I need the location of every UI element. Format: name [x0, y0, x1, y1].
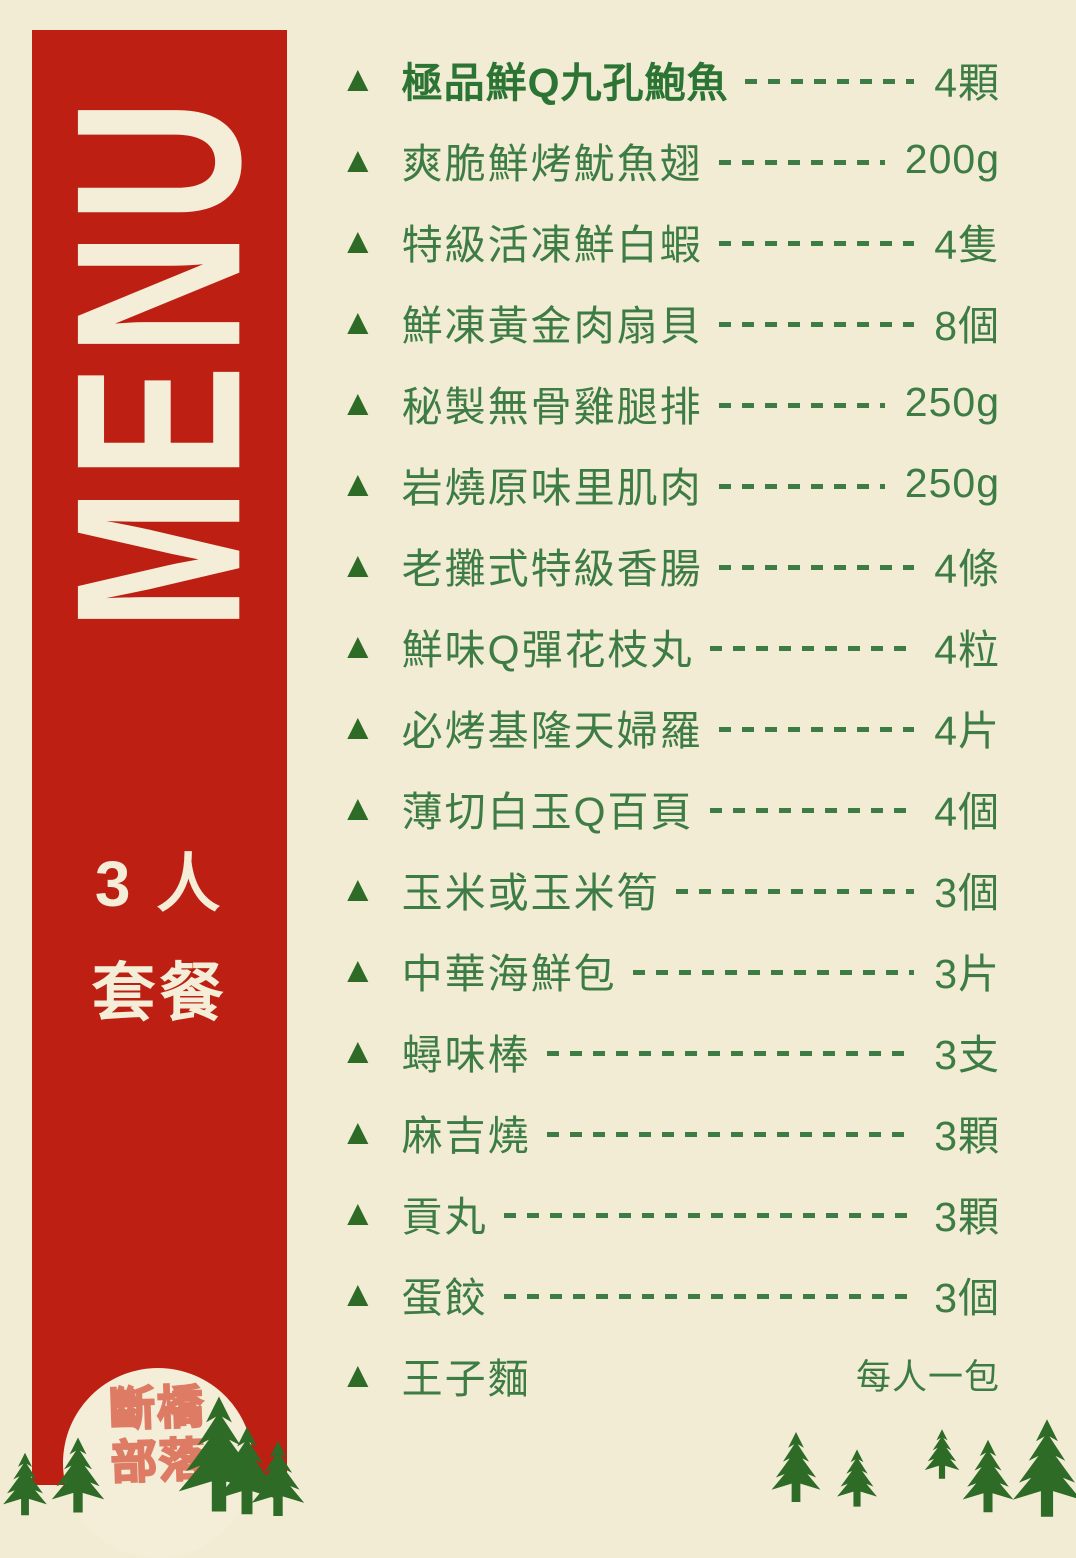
dashed-leader [675, 889, 915, 894]
item-name: 中華海鮮包 [401, 950, 617, 997]
triangle-bullet-icon: ▲ [340, 1029, 376, 1071]
menu-item-row: ▲ 鮮味Q彈花枝丸 4粒 [340, 605, 1000, 686]
triangle-bullet-icon: ▲ [340, 219, 376, 261]
triangle-bullet-icon: ▲ [340, 543, 376, 585]
menu-item-row: ▲ 岩燒原味里肌肉 250g [340, 443, 1000, 524]
dashed-leader [503, 1213, 915, 1218]
triangle-bullet-icon: ▲ [340, 1353, 376, 1395]
menu-item-row: ▲ 麻吉燒 3顆 [340, 1091, 1000, 1172]
menu-item-row: ▲ 極品鮮Q九孔鮑魚 4顆 [340, 38, 1000, 119]
menu-item-row: ▲ 蟳味棒 3支 [340, 1010, 1000, 1091]
set-size-line2: 套餐 [91, 956, 228, 1029]
item-name: 特級活凍鮮白蝦 [401, 221, 703, 268]
item-quantity: 4條 [934, 545, 1000, 592]
triangle-bullet-icon: ▲ [340, 1110, 376, 1152]
item-quantity: 3個 [934, 869, 1000, 916]
pine-tree-icon [768, 1428, 824, 1506]
menu-item-row: ▲ 秘製無骨雞腿排 250g [340, 362, 1000, 443]
dashed-leader [709, 646, 915, 651]
set-size-label: 3 人 套餐 [32, 830, 287, 1048]
item-name: 爽脆鮮烤魷魚翅 [401, 140, 703, 187]
menu-item-row: ▲ 貢丸 3顆 [340, 1172, 1000, 1253]
triangle-bullet-icon: ▲ [340, 705, 376, 747]
item-name: 極品鮮Q九孔鮑魚 [401, 59, 729, 106]
dashed-leader [632, 970, 915, 975]
dashed-leader [546, 1051, 915, 1056]
menu-item-row: ▲ 薄切白玉Q百頁 4個 [340, 767, 1000, 848]
item-name: 岩燒原味里肌肉 [401, 464, 703, 511]
item-name: 玉米或玉米筍 [401, 869, 660, 916]
dashed-leader [718, 160, 885, 165]
item-quantity: 200g [904, 136, 1000, 182]
red-banner: MENU 3 人 套餐 [28, 30, 291, 1485]
dashed-leader [503, 1294, 915, 1299]
pine-tree-icon [1008, 1416, 1076, 1520]
dashed-leader [718, 565, 915, 570]
pine-tree-icon [48, 1432, 108, 1518]
item-name: 薄切白玉Q百頁 [401, 788, 694, 835]
menu-item-row: ▲ 玉米或玉米筍 3個 [340, 848, 1000, 929]
menu-item-row: ▲ 蛋餃 3個 [340, 1253, 1000, 1334]
item-quantity: 4隻 [934, 221, 1000, 268]
item-quantity: 250g [904, 379, 1000, 425]
triangle-bullet-icon: ▲ [340, 300, 376, 342]
item-quantity: 4粒 [934, 626, 1000, 673]
set-size-line1: 3 人 [94, 848, 225, 920]
pine-tree-icon [0, 1448, 50, 1520]
item-name: 秘製無骨雞腿排 [401, 383, 703, 430]
menu-item-row: ▲ 中華海鮮包 3片 [340, 929, 1000, 1010]
triangle-bullet-icon: ▲ [340, 867, 376, 909]
item-quantity: 每人一包 [855, 1358, 1000, 1397]
dashed-leader [547, 1375, 836, 1380]
dashed-leader [744, 79, 915, 84]
item-name: 老攤式特級香腸 [401, 545, 703, 592]
dashed-leader [718, 727, 915, 732]
triangle-bullet-icon: ▲ [340, 381, 376, 423]
dashed-leader [718, 322, 915, 327]
item-name: 貢丸 [401, 1193, 488, 1240]
item-quantity: 3顆 [934, 1193, 1000, 1240]
triangle-bullet-icon: ▲ [340, 624, 376, 666]
pine-tree-icon [248, 1437, 308, 1520]
menu-title-wrap: MENU [28, 50, 291, 670]
triangle-bullet-icon: ▲ [340, 57, 376, 99]
triangle-bullet-icon: ▲ [340, 1272, 376, 1314]
dashed-leader [709, 808, 915, 813]
item-quantity: 3顆 [934, 1112, 1000, 1159]
menu-item-row: ▲ 爽脆鮮烤魷魚翅 200g [340, 119, 1000, 200]
menu-item-row: ▲ 鮮凍黃金肉扇貝 8個 [340, 281, 1000, 362]
pine-tree-icon [828, 1448, 886, 1508]
triangle-bullet-icon: ▲ [340, 948, 376, 990]
triangle-bullet-icon: ▲ [340, 786, 376, 828]
menu-items-list: ▲ 極品鮮Q九孔鮑魚 4顆 ▲ 爽脆鮮烤魷魚翅 200g ▲ 特級活凍鮮白蝦 4… [340, 38, 1000, 1415]
triangle-bullet-icon: ▲ [340, 138, 376, 180]
item-quantity: 3支 [934, 1031, 1000, 1078]
dashed-leader [718, 484, 885, 489]
menu-item-row: ▲ 王子麵 每人一包 [340, 1334, 1000, 1415]
item-name: 麻吉燒 [401, 1112, 531, 1159]
item-name: 蟳味棒 [401, 1031, 531, 1078]
menu-item-row: ▲ 必烤基隆天婦羅 4片 [340, 686, 1000, 767]
item-quantity: 3片 [934, 950, 1000, 997]
item-name: 蛋餃 [401, 1274, 488, 1321]
triangle-bullet-icon: ▲ [340, 1191, 376, 1233]
item-quantity: 250g [904, 460, 1000, 506]
menu-title: MENU [28, 89, 291, 631]
item-quantity: 8個 [934, 302, 1000, 349]
dashed-leader [718, 241, 915, 246]
item-name: 王子麵 [401, 1355, 531, 1402]
item-quantity: 4個 [934, 788, 1000, 835]
item-quantity: 3個 [934, 1274, 1000, 1321]
item-quantity: 4片 [934, 707, 1000, 754]
item-quantity: 4顆 [934, 59, 1000, 106]
item-name: 必烤基隆天婦羅 [401, 707, 703, 754]
triangle-bullet-icon: ▲ [340, 462, 376, 504]
menu-item-row: ▲ 老攤式特級香腸 4條 [340, 524, 1000, 605]
menu-poster: { "colors": { "bg": "#f2ecd5", "red": "#… [0, 30, 1076, 1520]
dashed-leader [718, 403, 885, 408]
dashed-leader [546, 1132, 915, 1137]
item-name: 鮮凍黃金肉扇貝 [401, 302, 703, 349]
item-name: 鮮味Q彈花枝丸 [401, 626, 694, 673]
menu-item-row: ▲ 特級活凍鮮白蝦 4隻 [340, 200, 1000, 281]
